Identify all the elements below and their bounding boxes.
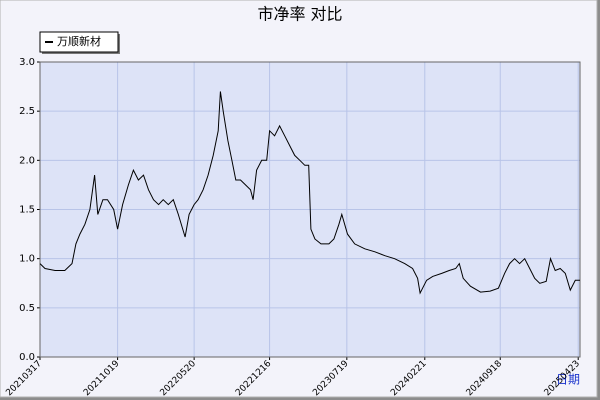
line-series bbox=[39, 91, 580, 295]
y-tick-label: 0.0 bbox=[19, 352, 35, 363]
y-tick-label: 1.5 bbox=[19, 205, 35, 216]
plot-border bbox=[39, 61, 581, 358]
y-tick-label: 2.0 bbox=[19, 155, 35, 166]
legend-box bbox=[39, 31, 119, 53]
legend-label: 万顺新材 bbox=[57, 34, 101, 48]
y-tick-label: 0.5 bbox=[19, 303, 35, 314]
x-axis-label: 日期 bbox=[556, 373, 580, 387]
y-tick-label: 2.5 bbox=[19, 106, 35, 117]
y-tick-label: 3.0 bbox=[19, 57, 35, 68]
y-tick-label: 1.0 bbox=[19, 254, 35, 265]
chart-title: 市净率 对比 bbox=[257, 5, 342, 24]
